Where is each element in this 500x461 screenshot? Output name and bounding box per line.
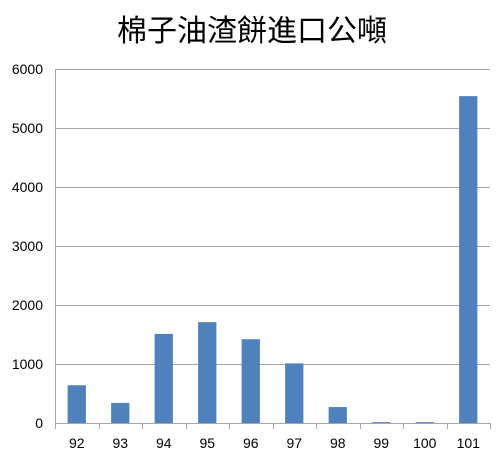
bar-94 <box>154 333 173 423</box>
x-tick-label: 94 <box>156 435 172 451</box>
x-tick-label: 95 <box>199 435 215 451</box>
bar-98 <box>328 407 347 423</box>
y-tick-label: 3000 <box>12 238 43 254</box>
y-tick-label: 4000 <box>12 179 43 195</box>
x-tick-label: 93 <box>112 435 128 451</box>
bar-92 <box>67 385 86 423</box>
bar-100 <box>415 422 434 423</box>
y-tick-label: 0 <box>35 415 43 431</box>
y-tick-label: 6000 <box>12 61 43 77</box>
gridlines <box>55 69 490 365</box>
y-tick-label: 2000 <box>12 297 43 313</box>
bar-99 <box>372 422 391 423</box>
bar-93 <box>111 402 130 423</box>
x-tick-label: 96 <box>243 435 259 451</box>
bar-95 <box>198 322 217 423</box>
y-tick-label: 1000 <box>12 356 43 372</box>
bar-97 <box>285 363 304 423</box>
x-tick-labels: 92 93 94 95 96 97 98 99 100 101 <box>69 435 480 451</box>
bars <box>67 96 478 423</box>
x-tick-label: 98 <box>330 435 346 451</box>
x-tick-label: 92 <box>69 435 85 451</box>
axes <box>55 69 491 429</box>
x-tick-label: 99 <box>373 435 389 451</box>
x-tick-label: 101 <box>457 435 481 451</box>
bar-101 <box>459 96 478 423</box>
chart-title: 棉子油渣餅進口公噸 <box>117 14 387 49</box>
x-tick-label: 100 <box>413 435 437 451</box>
y-tick-labels: 0 1000 2000 3000 4000 5000 6000 <box>12 61 43 431</box>
x-tick-label: 97 <box>286 435 302 451</box>
bar-96 <box>241 339 260 423</box>
y-tick-label: 5000 <box>12 120 43 136</box>
